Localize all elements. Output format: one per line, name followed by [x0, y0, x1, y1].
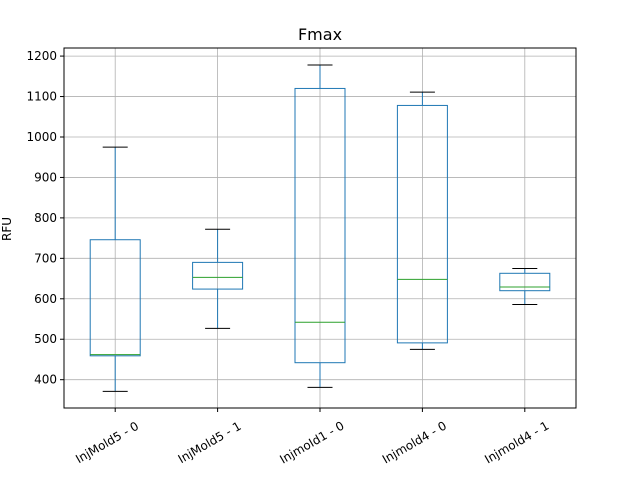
iqr-box: [499, 272, 551, 292]
iqr-box: [294, 87, 346, 364]
box-group: [89, 146, 141, 392]
y-tick-label: 500: [34, 332, 57, 346]
box-group: [192, 228, 244, 329]
y-tick-label: 700: [34, 251, 57, 265]
chart-title: Fmax: [298, 25, 342, 44]
iqr-box: [192, 261, 244, 290]
y-axis-label: RFU: [0, 217, 14, 241]
y-tick-label: 900: [34, 170, 57, 184]
box-group: [499, 267, 551, 305]
y-tick-label: 1000: [26, 130, 57, 144]
y-tick-label: 800: [34, 211, 57, 225]
box-layer: [89, 64, 551, 392]
y-tick-label: 1200: [26, 49, 57, 63]
box-group: [396, 91, 448, 350]
y-tick-label: 400: [34, 373, 57, 387]
y-tick-label: 1100: [26, 90, 57, 104]
y-tick-layer: 400 500 600 700 800 900 1000 1100 1200: [26, 49, 64, 387]
box-group: [294, 64, 346, 388]
iqr-box: [89, 239, 141, 357]
y-tick-label: 600: [34, 292, 57, 306]
iqr-box: [396, 104, 448, 344]
